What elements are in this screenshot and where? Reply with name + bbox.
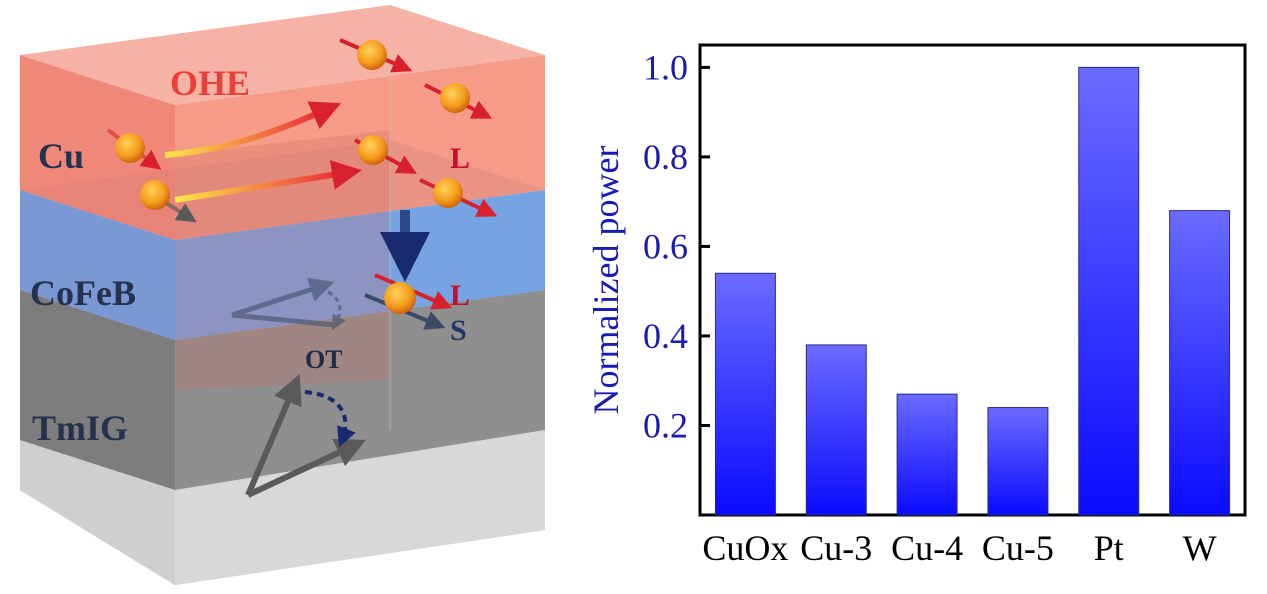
x-tick-label: Cu-3	[800, 528, 872, 568]
layer-label-cofeb: CoFeB	[30, 273, 136, 313]
bar-w	[1169, 210, 1231, 516]
orbital-spin-ball	[339, 38, 413, 73]
orbital-spin-ball	[106, 128, 162, 170]
bar-chart: 0.2 0.4 0.6 0.8 1.0 CuOx Cu-3 Cu-4 Cu-5 Pt W Norm…	[580, 0, 1267, 589]
layer-label-cu: Cu	[38, 136, 84, 176]
y-tick-label: 0.4	[643, 316, 688, 356]
bar-cuox	[714, 272, 776, 516]
tmig-layer	[20, 290, 545, 585]
bar-cu-3	[805, 344, 867, 516]
y-tick-label: 0.8	[643, 137, 688, 177]
bar-pt	[1078, 66, 1140, 516]
s-label: S	[450, 314, 467, 347]
y-tick-label: 1.0	[643, 47, 688, 87]
orbital-spin-ball	[424, 83, 493, 119]
l-label-top: L	[450, 142, 470, 175]
bar-cu-4	[896, 393, 958, 516]
x-tick-label: Cu-5	[982, 528, 1054, 568]
orbital-spin-ball	[419, 178, 498, 217]
ohe-label: OHE	[170, 63, 250, 103]
x-tick-label: CuOx	[702, 528, 788, 568]
cofeb-magnetization-arrows	[231, 277, 346, 331]
current-arrow-upper	[164, 101, 341, 158]
y-tick-label: 0.6	[643, 226, 688, 266]
ot-label: OT	[305, 345, 343, 374]
x-tick-label: Cu-4	[891, 528, 963, 568]
stack-schematic: Cu CoFeB TmIG OHE L L S OT	[0, 0, 590, 589]
tmig-magnetization-arrows	[245, 373, 366, 498]
plot-frame	[698, 43, 1247, 517]
orbital-spin-ball	[140, 180, 197, 223]
l-label-mid: L	[450, 279, 470, 312]
x-tick-label: W	[1183, 528, 1217, 568]
y-axis-label: Normalized power	[586, 146, 626, 415]
current-arrow-lower	[174, 160, 362, 203]
orbital-spin-ball	[364, 273, 453, 330]
x-tick-label: Pt	[1094, 528, 1124, 568]
bar-cu-5	[987, 407, 1049, 516]
y-tick-label: 0.2	[643, 405, 688, 445]
orbital-spin-ball	[354, 135, 418, 174]
layer-label-tmig: TmIG	[32, 408, 128, 448]
